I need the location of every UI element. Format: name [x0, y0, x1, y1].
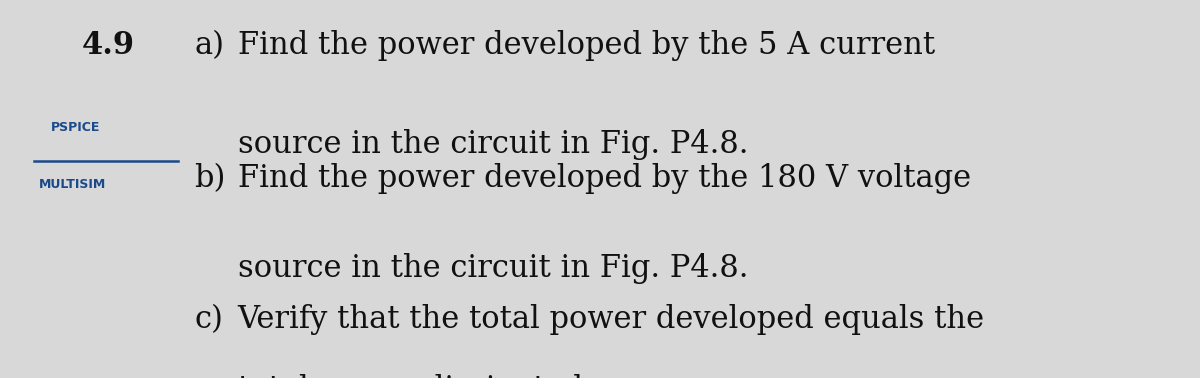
- Text: MULTISIM: MULTISIM: [38, 178, 106, 191]
- Text: Find the power developed by the 5 A current: Find the power developed by the 5 A curr…: [238, 30, 935, 61]
- Text: PSPICE: PSPICE: [50, 121, 100, 134]
- Text: Verify that the total power developed equals the: Verify that the total power developed eq…: [238, 304, 985, 335]
- Text: source in the circuit in Fig. P4.8.: source in the circuit in Fig. P4.8.: [238, 129, 748, 160]
- Text: source in the circuit in Fig. P4.8.: source in the circuit in Fig. P4.8.: [238, 253, 748, 284]
- Text: c): c): [194, 304, 223, 335]
- Text: total power dissipated.: total power dissipated.: [238, 374, 593, 378]
- Text: 4.9: 4.9: [82, 30, 134, 61]
- Text: b): b): [194, 163, 226, 194]
- Text: a): a): [194, 30, 224, 61]
- Text: Find the power developed by the 180 V voltage: Find the power developed by the 180 V vo…: [238, 163, 971, 194]
